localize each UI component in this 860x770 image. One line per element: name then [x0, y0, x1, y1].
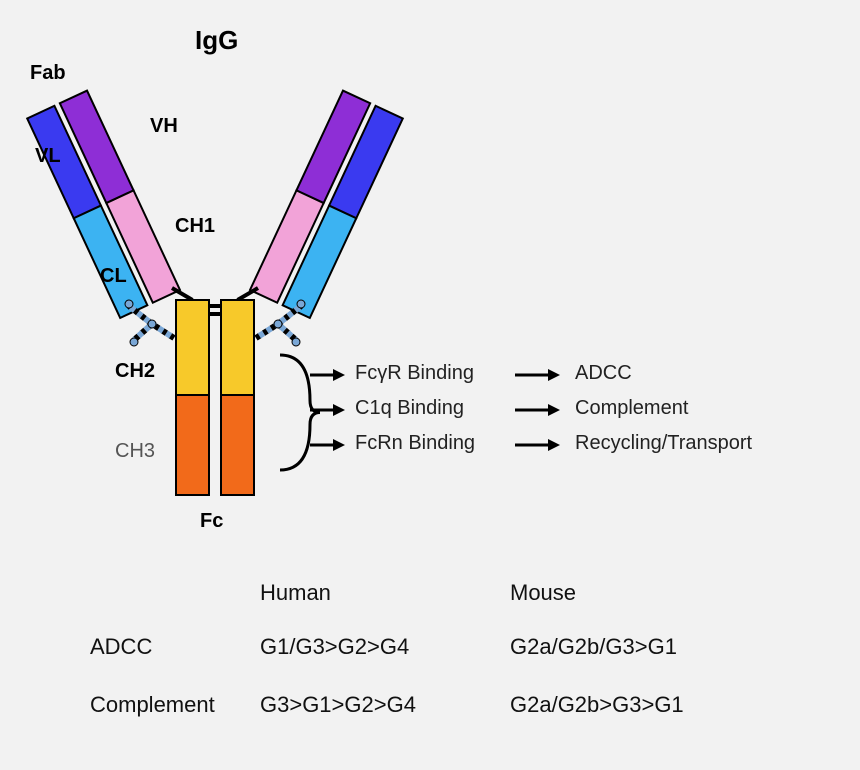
label-ch2: CH2 — [115, 360, 155, 383]
row-adcc-human: G1/G3>G2>G4 — [260, 634, 510, 660]
row-comp-human: G3>G1>G2>G4 — [260, 692, 510, 718]
label-fc: Fc — [200, 510, 223, 533]
row-adcc-label: ADCC — [90, 634, 260, 660]
subclass-table: Human Mouse ADCC G1/G3>G2>G4 G2a/G2b/G3>… — [90, 580, 770, 750]
func-adcc: ADCC — [575, 362, 632, 385]
label-vh: VH — [150, 115, 178, 138]
label-vl: VL — [35, 145, 61, 168]
row-adcc-mouse: G2a/G2b/G3>G1 — [510, 634, 770, 660]
binding-c1q: C1q Binding — [355, 397, 464, 420]
col-mouse: Mouse — [510, 580, 770, 606]
binding-fcrn: FcRn Binding — [355, 432, 475, 455]
antibody-svg — [0, 0, 860, 560]
label-ch3: CH3 — [115, 440, 155, 463]
label-cl: CL — [100, 265, 127, 288]
igg-diagram: { "title": "IgG", "labels": { "fab": "Fa… — [0, 0, 860, 770]
row-comp-label: Complement — [90, 692, 260, 718]
label-ch1: CH1 — [175, 215, 215, 238]
table-empty-cell — [90, 580, 260, 606]
func-complement: Complement — [575, 397, 688, 420]
label-fab: Fab — [30, 62, 66, 85]
func-recycling: Recycling/Transport — [575, 432, 752, 455]
binding-fcgr: FcγR Binding — [355, 362, 474, 385]
title: IgG — [195, 25, 238, 56]
col-human: Human — [260, 580, 510, 606]
row-comp-mouse: G2a/G2b>G3>G1 — [510, 692, 770, 718]
